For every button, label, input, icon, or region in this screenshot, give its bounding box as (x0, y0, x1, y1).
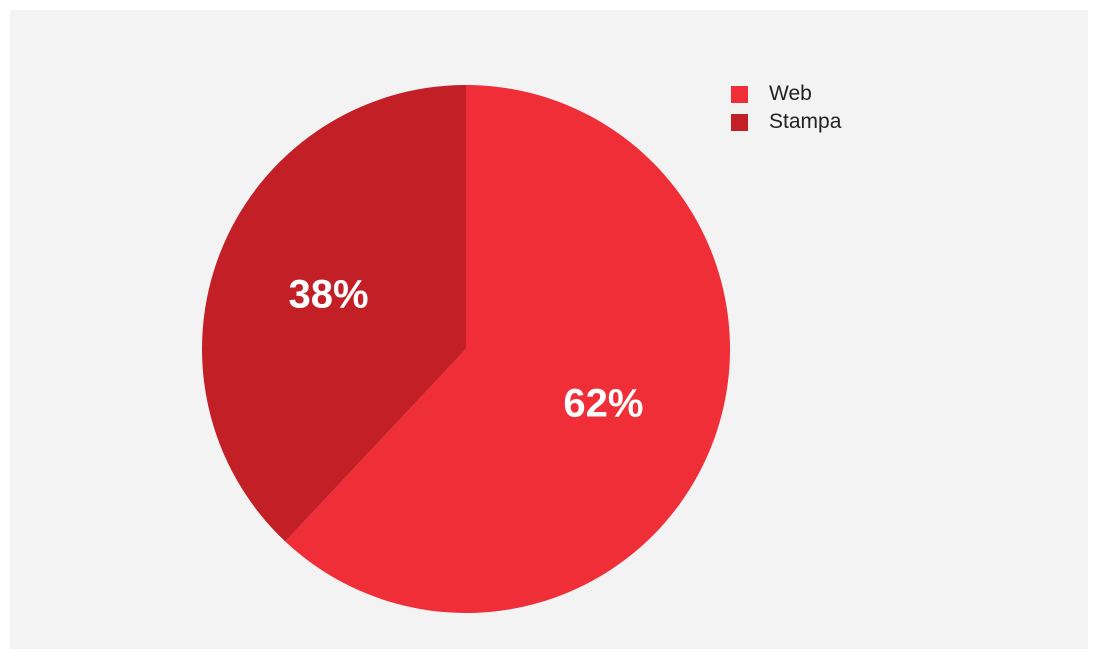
pie-slice-label-stampa: 38% (289, 273, 369, 317)
legend-label-web: Web (769, 82, 812, 105)
legend-item-web: Web (731, 80, 841, 108)
legend-label-stampa: Stampa (769, 110, 842, 133)
pie-slice-web (285, 85, 731, 613)
legend-swatch-web (731, 85, 748, 103)
legend: Web Stampa (731, 80, 841, 136)
legend-swatch-stampa (731, 113, 748, 131)
pie-slice-label-web: 62% (563, 381, 643, 425)
legend-item-stampa: Stampa (731, 108, 841, 136)
pie-slice-stampa (202, 85, 467, 542)
